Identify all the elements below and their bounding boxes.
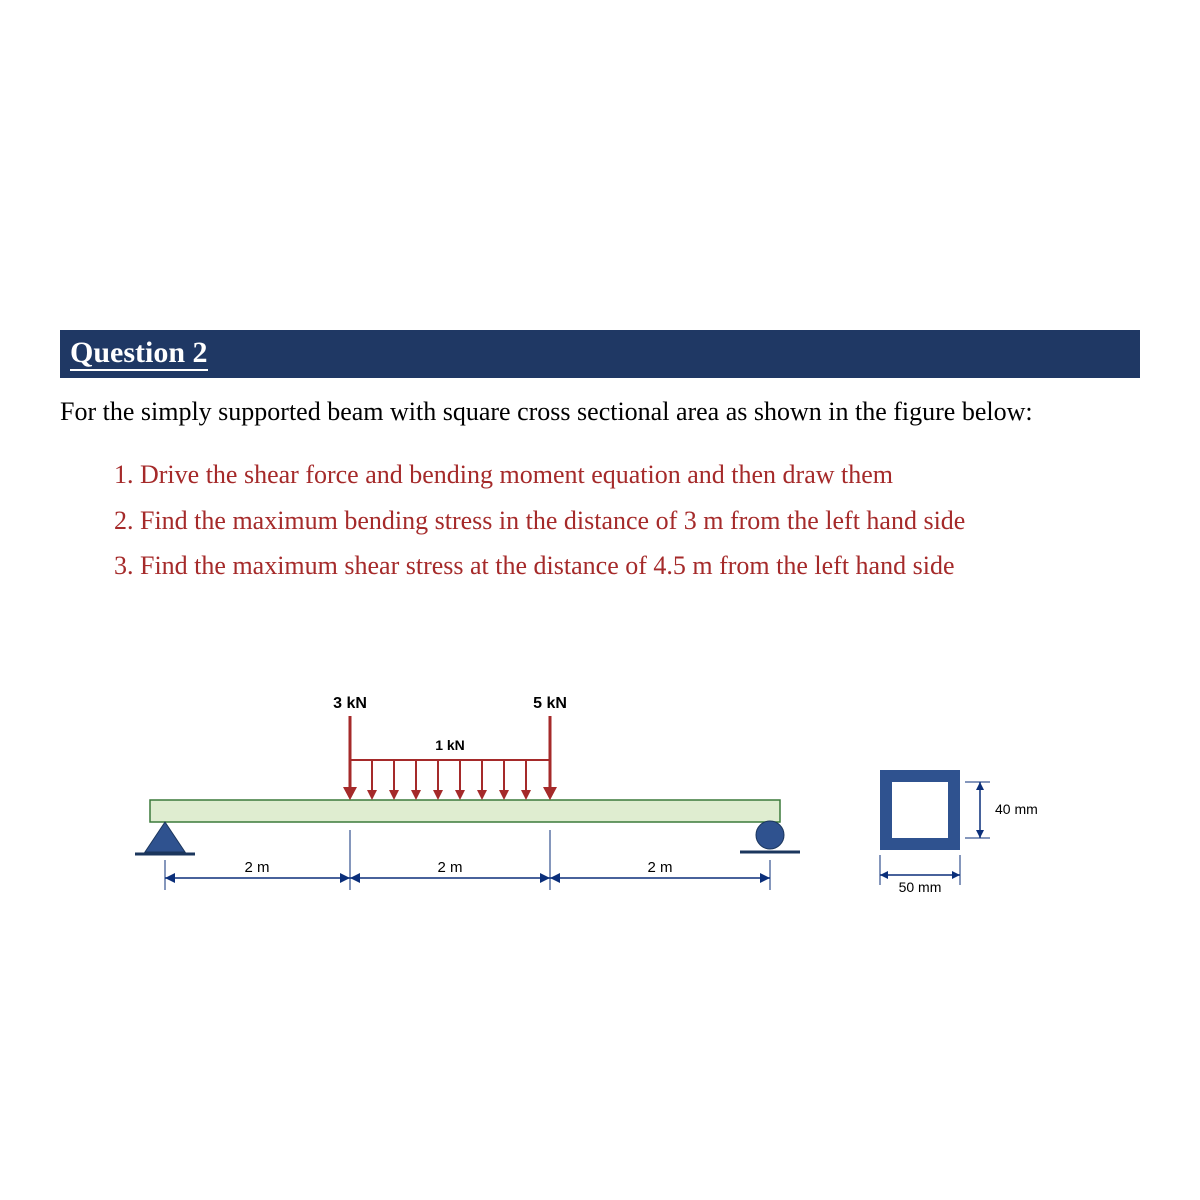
dim-arrow [550,873,560,883]
dim-arrow [350,873,360,883]
inner-square [892,782,948,838]
udl-arrows [345,760,555,800]
outer-dim-label: 50 mm [899,879,942,895]
udl-arrow [389,760,399,800]
beam-svg: 3 kN 5 kN 1 kN [120,680,1120,940]
udl-arrow [433,760,443,800]
task-item: Find the maximum shear stress at the dis… [140,545,1140,587]
udl-arrow [345,760,355,800]
udl-arrow [367,760,377,800]
load-label-3kn: 3 kN [333,695,367,712]
load-label-1kn: 1 kN [435,737,465,753]
dim-arrow [976,830,984,838]
roller-support [756,821,784,849]
pin-support [145,822,185,852]
cross-section: 50 mm 40 mm [880,770,1038,895]
udl-arrow [411,760,421,800]
udl-arrow [455,760,465,800]
dim-arrow [976,782,984,790]
udl-arrow [499,760,509,800]
dim-arrow [952,871,960,879]
span-label-1: 2 m [244,859,269,876]
question-title: Question 2 [70,336,208,371]
question-header-bar: Question 2 [60,330,1140,380]
dim-arrow [340,873,350,883]
beam-body [150,800,780,822]
question-block: Question 2 For the simply supported beam… [60,330,1140,591]
task-item: Find the maximum bending stress in the d… [140,500,1140,542]
intro-text: For the simply supported beam with squar… [60,390,1140,434]
span-label-2: 2 m [437,859,462,876]
load-label-5kn: 5 kN [533,695,567,712]
dim-arrow [880,871,888,879]
task-item: Drive the shear force and bending moment… [140,454,1140,496]
udl-arrow [477,760,487,800]
beam-diagram: 3 kN 5 kN 1 kN [120,680,1120,940]
task-list-wrap: Drive the shear force and bending moment… [60,454,1140,587]
span-label-3: 2 m [647,859,672,876]
task-list: Drive the shear force and bending moment… [110,454,1140,587]
udl-arrow [521,760,531,800]
dim-arrow [165,873,175,883]
dim-arrow [760,873,770,883]
inner-dim-label: 40 mm [995,801,1038,817]
page: Question 2 For the simply supported beam… [0,0,1200,1200]
dim-arrow [540,873,550,883]
udl-arrow [545,760,555,800]
